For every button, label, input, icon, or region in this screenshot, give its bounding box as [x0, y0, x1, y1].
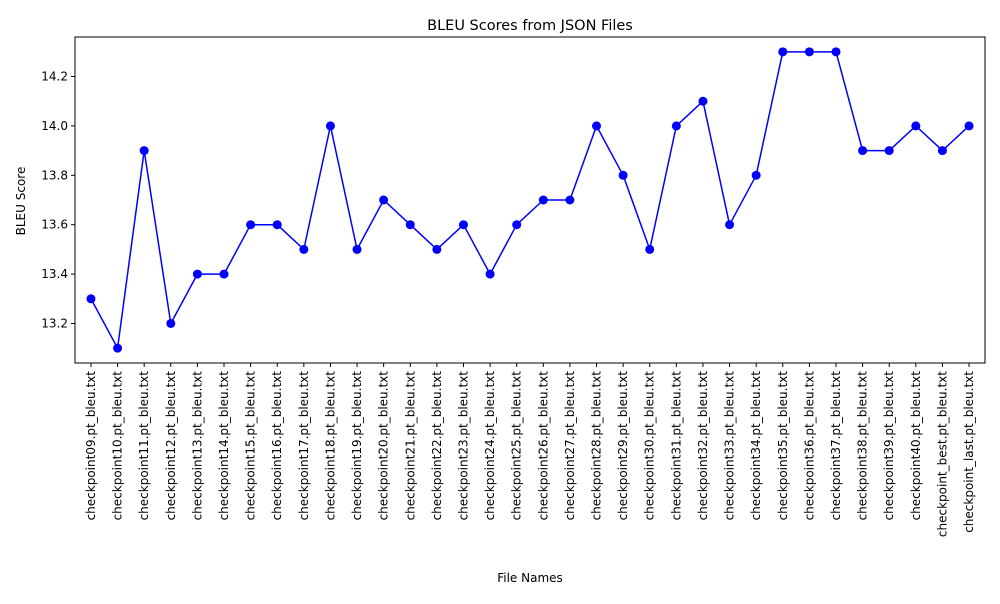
data-point [937, 146, 947, 156]
data-point [778, 47, 788, 57]
data-point [246, 220, 256, 230]
x-tick-label: checkpoint32.pt_bleu.txt [696, 371, 710, 521]
x-tick-label: checkpoint15.pt_bleu.txt [244, 371, 258, 521]
data-point [964, 121, 974, 131]
data-point [751, 170, 761, 180]
data-point [86, 294, 96, 304]
x-tick-label: checkpoint34.pt_bleu.txt [749, 371, 763, 521]
y-axis-label: BLEU Score [14, 167, 28, 236]
x-tick-label: checkpoint28.pt_bleu.txt [590, 371, 604, 521]
data-point [831, 47, 841, 57]
x-tick-label: checkpoint11.pt_bleu.txt [137, 371, 151, 521]
x-tick-label: checkpoint38.pt_bleu.txt [856, 371, 870, 521]
x-axis-label: File Names [497, 571, 563, 585]
x-tick-label: checkpoint20.pt_bleu.txt [377, 371, 391, 521]
x-tick-label: checkpoint36.pt_bleu.txt [802, 371, 816, 521]
x-tick-label: checkpoint25.pt_bleu.txt [510, 371, 524, 521]
data-point [592, 121, 602, 131]
y-tick-label: 13.6 [41, 218, 68, 232]
x-tick-label: checkpoint35.pt_bleu.txt [776, 371, 790, 521]
x-tick-label: checkpoint29.pt_bleu.txt [616, 371, 630, 521]
x-tick-label: checkpoint30.pt_bleu.txt [643, 371, 657, 521]
data-point [219, 269, 229, 279]
x-tick-label: checkpoint14.pt_bleu.txt [217, 371, 231, 521]
data-point [512, 220, 522, 230]
data-point [166, 318, 176, 328]
x-tick-label: checkpoint17.pt_bleu.txt [297, 371, 311, 521]
x-tick-label: checkpoint37.pt_bleu.txt [829, 371, 843, 521]
data-point [804, 47, 814, 57]
data-point [725, 220, 735, 230]
data-point [538, 195, 548, 205]
plot-area-frame [74, 36, 986, 364]
data-point [458, 220, 468, 230]
data-point [352, 244, 362, 254]
series-line [90, 51, 970, 349]
data-point [645, 244, 655, 254]
data-point [272, 220, 282, 230]
x-tick-label: checkpoint22.pt_bleu.txt [430, 371, 444, 521]
x-tick-label: checkpoint24.pt_bleu.txt [483, 371, 497, 521]
x-tick-label: checkpoint21.pt_bleu.txt [403, 371, 417, 521]
data-point [405, 220, 415, 230]
y-tick-label: 13.4 [41, 267, 68, 281]
data-point [698, 96, 708, 106]
data-point [884, 146, 894, 156]
x-tick-label: checkpoint40.pt_bleu.txt [909, 371, 923, 521]
data-point [379, 195, 389, 205]
x-tick-label: checkpoint10.pt_bleu.txt [111, 371, 125, 521]
x-tick-label: checkpoint13.pt_bleu.txt [190, 371, 204, 521]
data-point [299, 244, 309, 254]
x-tick-label: checkpoint18.pt_bleu.txt [323, 371, 337, 521]
data-point [432, 244, 442, 254]
series-bleu [86, 47, 974, 353]
x-tick-label: checkpoint19.pt_bleu.txt [350, 371, 364, 521]
y-tick-label: 14.0 [41, 119, 68, 133]
x-tick-label: checkpoint27.pt_bleu.txt [563, 371, 577, 521]
data-point [858, 146, 868, 156]
data-point [911, 121, 921, 131]
chart-title: BLEU Scores from JSON Files [427, 18, 633, 34]
axis-ticks: 13.2 13.4 13.6 13.8 14.0 14.2 checkpoint09.pt_… [41, 70, 976, 538]
x-tick-label: checkpoint12.pt_bleu.txt [164, 371, 178, 521]
data-point [565, 195, 575, 205]
x-tick-label: checkpoint_best.pt_bleu.txt [935, 371, 949, 537]
data-point [485, 269, 495, 279]
y-tick-label: 13.8 [41, 168, 68, 182]
x-tick-label: checkpoint_last.pt_bleu.txt [962, 371, 976, 533]
data-point [671, 121, 681, 131]
data-point [139, 146, 149, 156]
data-point [113, 343, 123, 353]
x-tick-label: checkpoint39.pt_bleu.txt [882, 371, 896, 521]
x-tick-label: checkpoint16.pt_bleu.txt [270, 371, 284, 521]
x-tick-label: checkpoint31.pt_bleu.txt [669, 371, 683, 521]
x-tick-label: checkpoint09.pt_bleu.txt [84, 371, 98, 521]
x-tick-label: checkpoint23.pt_bleu.txt [456, 371, 470, 521]
data-point [618, 170, 628, 180]
y-tick-label: 13.2 [41, 316, 68, 330]
x-tick-label: checkpoint33.pt_bleu.txt [723, 371, 737, 521]
data-point [325, 121, 335, 131]
data-point [192, 269, 202, 279]
x-tick-label: checkpoint26.pt_bleu.txt [536, 371, 550, 521]
y-tick-label: 14.2 [41, 70, 68, 84]
